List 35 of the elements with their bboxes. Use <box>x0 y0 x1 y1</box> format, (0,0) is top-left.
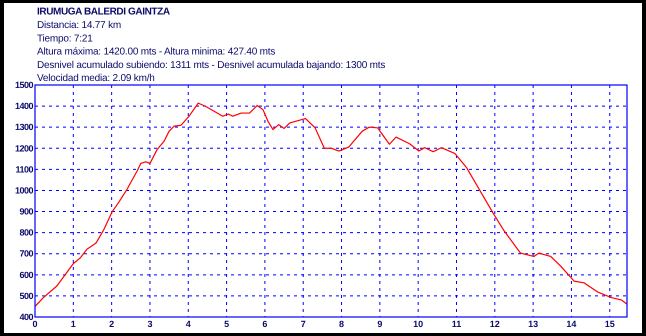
y-tick-label: 1300 <box>14 122 34 132</box>
x-tick-label: 3 <box>147 319 152 329</box>
x-tick-label: 10 <box>413 319 424 329</box>
y-tick-label: 1500 <box>14 80 34 90</box>
y-tick-label: 600 <box>19 270 34 280</box>
x-tick-label: 15 <box>604 319 615 329</box>
x-tick-label: 14 <box>566 319 576 329</box>
x-tick-label: 6 <box>262 319 268 329</box>
y-tick-label: 1200 <box>14 143 34 154</box>
y-tick-label: 1000 <box>14 185 34 196</box>
x-tick-label: 8 <box>339 319 344 329</box>
x-tick-label: 9 <box>377 319 382 329</box>
y-tick-label: 1100 <box>15 164 34 174</box>
y-tick-label: 1400 <box>14 101 34 112</box>
y-tick-label: 400 <box>19 312 34 322</box>
text: Velocidad media: 2.09 km/h <box>37 73 155 84</box>
y-tick-label: 900 <box>19 206 34 217</box>
chart-title: IRUMUGA BALERDI GAINTZA <box>37 6 170 18</box>
text: Altura máxima: 1420.00 mts - Altura minima: 427.40 mts <box>37 46 276 58</box>
x-tick-label: 2 <box>109 319 114 329</box>
y-tick-label: 500 <box>19 290 34 301</box>
text: Desnivel acumulado subiendo: 1311 mts - Desnivel acumulada bajando: 1300 mts <box>37 60 386 71</box>
line-series <box>34 102 628 308</box>
x-tick-label: 7 <box>300 319 306 329</box>
text: Tiempo: 7:21 <box>37 33 94 44</box>
x-tick-label: 0 <box>32 319 38 329</box>
x-tick-label: 5 <box>224 319 230 329</box>
x-tick-label: 1 <box>70 319 76 329</box>
x-tick-label: 11 <box>452 319 462 329</box>
y-tick-label: 700 <box>19 248 34 259</box>
x-tick-label: 4 <box>186 319 191 329</box>
x-tick-label: 13 <box>528 319 538 329</box>
text: Distancia: 14.77 km <box>37 20 122 31</box>
x-tick-label: 12 <box>490 319 500 329</box>
y-tick-label: 800 <box>19 228 34 238</box>
